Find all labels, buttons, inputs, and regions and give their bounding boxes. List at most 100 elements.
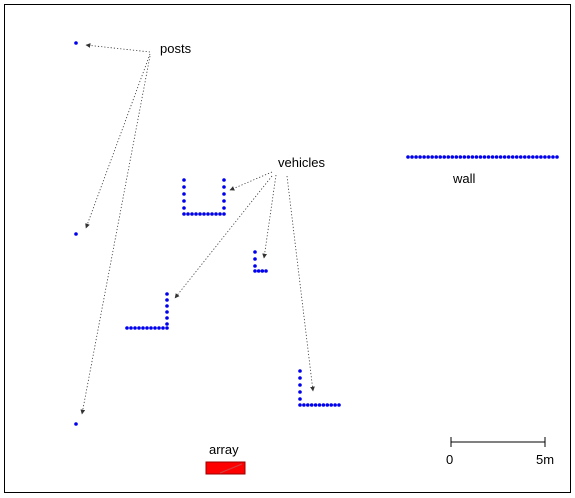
wall-dots [406, 155, 559, 159]
wall-dot [551, 155, 555, 159]
arrow [85, 43, 151, 53]
wall-dot [527, 155, 531, 159]
vehicle-dot [133, 326, 137, 330]
wall-dot [446, 155, 451, 159]
wall-dot [498, 155, 503, 159]
vehicle-dot [306, 403, 310, 407]
vehicle-dot [165, 304, 169, 308]
vehicle-dot [198, 212, 202, 216]
wall-dot [450, 155, 455, 159]
wall-dot [531, 155, 535, 159]
vehicle-dot [222, 206, 226, 210]
vehicle-dot [298, 403, 302, 407]
vehicle-dot [182, 185, 186, 189]
post-marker [74, 232, 78, 236]
vehicle-dot [222, 199, 226, 203]
scale-start-label: 0 [446, 452, 453, 467]
vehicle-dot [157, 326, 161, 330]
wall-dot [539, 155, 543, 159]
scale-end-label: 5m [536, 452, 554, 467]
wall-dot [418, 155, 422, 159]
vehicle-dot [302, 403, 306, 407]
wall-dot [410, 155, 414, 159]
vehicle-dot [165, 326, 169, 330]
wall-dot [406, 155, 410, 159]
scale-bar [450, 437, 546, 447]
arrow [80, 55, 151, 415]
vehicle-dot [298, 397, 302, 401]
vehicle-dot [145, 326, 149, 330]
vehicle-dot [329, 403, 334, 407]
vehicle-dot [125, 326, 129, 330]
array-label: array [209, 442, 239, 457]
vehicle-dot [182, 206, 186, 210]
vehicle-dot [298, 376, 302, 380]
wall-dot [422, 155, 426, 159]
arrow [174, 175, 273, 299]
vehicle-dot [253, 269, 257, 273]
vehicle-dot [186, 212, 190, 216]
vehicle-dot [149, 326, 153, 330]
vehicle-dot [298, 390, 302, 394]
wall-dot [486, 155, 491, 159]
vehicle-dot [137, 326, 141, 330]
posts-arrows [80, 43, 151, 415]
vehicle-dot [210, 212, 214, 216]
wall-dot [470, 155, 475, 159]
wall-dot [454, 155, 459, 159]
vehicle-dot [165, 298, 169, 302]
wall-dot [474, 155, 479, 159]
vehicles-label: vehicles [278, 155, 325, 170]
vehicle-dot [153, 326, 157, 330]
vehicle-4 [298, 369, 341, 407]
vehicle-dot [190, 212, 194, 216]
wall-dot [434, 155, 438, 159]
vehicle-dot [165, 316, 169, 320]
wall-dot [502, 155, 507, 159]
vehicle-dot [264, 269, 268, 273]
vehicle-dot [222, 192, 226, 196]
vehicle-2 [253, 250, 268, 273]
vehicle-dot [129, 326, 133, 330]
vehicle-dot [253, 250, 257, 254]
arrow [229, 171, 273, 191]
vehicle-dot [182, 199, 186, 203]
array-block [205, 461, 246, 475]
wall-dot [506, 155, 511, 159]
wall-dot [555, 155, 559, 159]
wall-dot [466, 155, 471, 159]
vehicle-dot [141, 326, 145, 330]
vehicle-1 [182, 178, 226, 216]
wall-dot [543, 155, 547, 159]
vehicle-dot [309, 403, 314, 407]
wall-dot [430, 155, 434, 159]
wall-dot [458, 155, 463, 159]
vehicle-dot [165, 322, 169, 326]
vehicle-dot [165, 292, 169, 296]
wall-label: wall [452, 171, 476, 186]
vehicle-dot [222, 212, 226, 216]
vehicle-dot [194, 212, 198, 216]
vehicle-dot [161, 326, 165, 330]
post-marker [74, 422, 78, 426]
frame-border [4, 4, 571, 493]
arrow [262, 174, 277, 259]
arrow [85, 53, 151, 229]
vehicles-arrows [174, 171, 315, 392]
wall-dot [494, 155, 499, 159]
wall-dot [490, 155, 495, 159]
vehicle-3 [125, 292, 169, 330]
wall-dot [510, 155, 515, 159]
wall-dot [522, 155, 527, 159]
vehicle-dot [260, 269, 265, 273]
vehicle-dot [253, 264, 257, 268]
vehicle-dot [325, 403, 330, 407]
vehicle-dot [214, 212, 218, 216]
vehicle-dot [206, 212, 210, 216]
arrow [286, 175, 315, 392]
vehicle-dot [298, 369, 302, 373]
vehicle-dot [182, 212, 186, 216]
wall-dot [414, 155, 418, 159]
vehicle-dot [333, 403, 337, 407]
